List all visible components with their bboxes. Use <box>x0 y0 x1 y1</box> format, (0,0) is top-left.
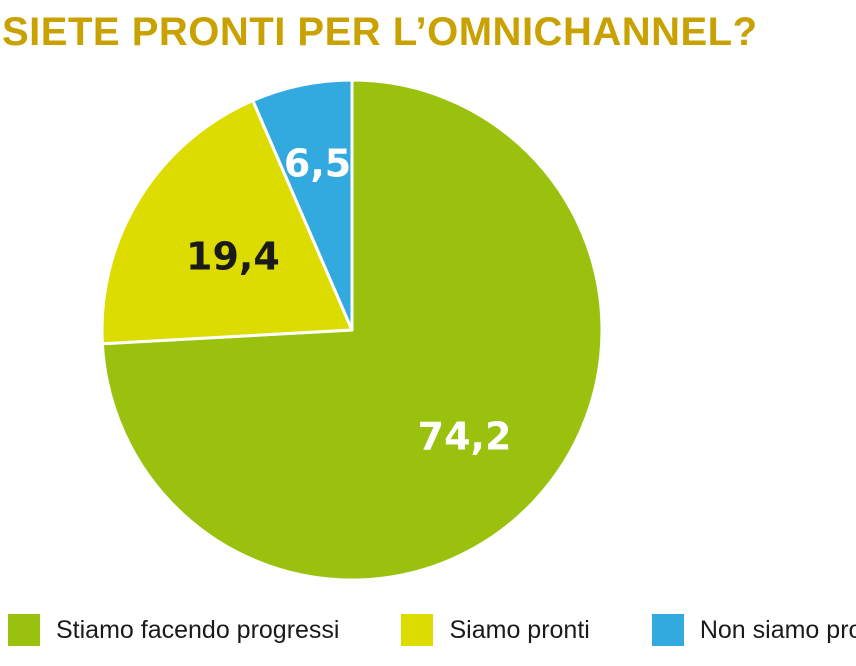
legend-swatch <box>401 614 434 646</box>
pie-value-label: 6,5 <box>284 142 351 186</box>
pie-value-labels: 74,2 19,4 6,5 <box>186 142 511 459</box>
pie-slice-3 <box>251 78 354 332</box>
legend-item-siamo-pronti: Siamo pronti <box>401 614 590 646</box>
pie-value-label: 74,2 <box>418 415 512 459</box>
legend: Stiamo facendo progressi Siamo pronti No… <box>8 614 856 646</box>
pie-slice-2 <box>100 99 354 346</box>
legend-label: Stiamo facendo progressi <box>56 615 340 644</box>
legend-swatch <box>651 614 684 646</box>
pie-value-label: 19,4 <box>186 234 280 278</box>
legend-swatch <box>8 614 40 646</box>
pie-slices <box>100 78 604 582</box>
pie-chart: 74,2 19,4 6,5 <box>100 78 604 582</box>
legend-label: Non siamo pronti <box>699 615 856 644</box>
legend-label: Siamo pronti <box>449 615 590 644</box>
legend-item-non-siamo-pronti: Non siamo pronti <box>651 614 856 646</box>
legend-item-stiamo-facendo-progressi: Stiamo facendo progressi <box>8 614 339 646</box>
chart-title: SIETE PRONTI PER L’OMNICHANNEL? <box>2 10 758 54</box>
